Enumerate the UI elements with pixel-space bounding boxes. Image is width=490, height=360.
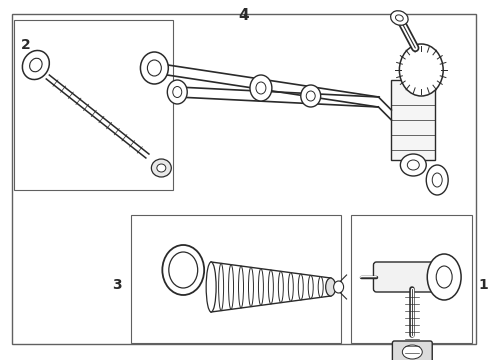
Ellipse shape (426, 165, 448, 195)
FancyBboxPatch shape (373, 262, 439, 292)
Ellipse shape (228, 265, 234, 309)
Ellipse shape (298, 274, 303, 300)
Ellipse shape (402, 345, 422, 359)
Ellipse shape (239, 266, 244, 308)
Ellipse shape (157, 164, 166, 172)
Ellipse shape (167, 80, 187, 104)
Ellipse shape (326, 278, 336, 296)
Ellipse shape (173, 86, 182, 98)
Ellipse shape (301, 85, 320, 107)
Ellipse shape (141, 52, 168, 84)
Ellipse shape (278, 271, 283, 303)
Ellipse shape (318, 277, 323, 297)
Text: 4: 4 (239, 8, 249, 23)
Ellipse shape (395, 15, 403, 21)
Ellipse shape (29, 58, 42, 72)
Ellipse shape (147, 60, 161, 76)
Ellipse shape (407, 160, 419, 170)
Ellipse shape (308, 275, 313, 299)
Bar (131, 215, 341, 343)
Bar (350, 215, 472, 343)
Ellipse shape (162, 245, 204, 295)
Ellipse shape (23, 50, 49, 80)
Ellipse shape (334, 281, 343, 293)
Text: 1: 1 (478, 278, 488, 292)
Text: 3: 3 (112, 278, 122, 292)
Ellipse shape (400, 154, 426, 176)
Ellipse shape (306, 91, 315, 101)
Ellipse shape (151, 159, 172, 177)
Ellipse shape (391, 11, 408, 25)
Ellipse shape (248, 267, 253, 307)
Bar (14, 20, 173, 190)
Ellipse shape (288, 273, 294, 301)
Ellipse shape (328, 278, 333, 296)
Ellipse shape (269, 270, 273, 304)
Ellipse shape (436, 266, 452, 288)
FancyBboxPatch shape (392, 341, 432, 360)
Ellipse shape (169, 252, 197, 288)
Ellipse shape (399, 44, 443, 96)
Ellipse shape (250, 75, 272, 101)
Bar (392, 80, 435, 160)
Ellipse shape (258, 269, 264, 305)
Ellipse shape (427, 254, 461, 300)
Text: 2: 2 (21, 38, 31, 52)
Ellipse shape (219, 263, 223, 311)
Ellipse shape (209, 262, 214, 312)
Ellipse shape (256, 82, 266, 94)
Ellipse shape (432, 173, 442, 187)
Ellipse shape (206, 262, 216, 312)
